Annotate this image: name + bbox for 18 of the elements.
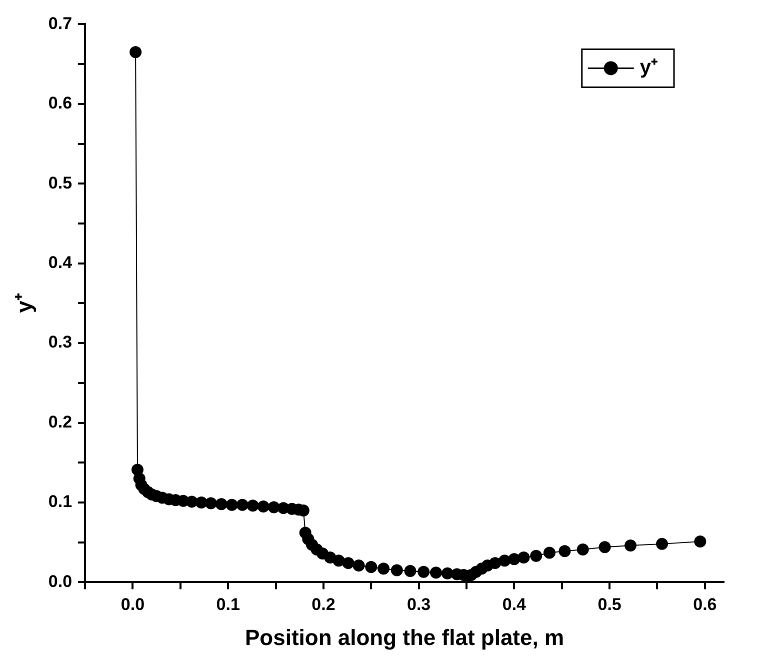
x-tick-label: 0.6	[693, 595, 717, 614]
y-tick-label: 0.2	[48, 412, 72, 432]
x-tick-label: 0.0	[120, 595, 145, 614]
x-tick-label: 0.4	[502, 595, 527, 614]
x-tick-label: 0.1	[216, 595, 240, 614]
legend-label: y⁺	[640, 56, 658, 79]
y-tick-label: 0.5	[48, 173, 72, 192]
y-tick-label: 0.4	[48, 253, 73, 272]
y-tick-label: 0.3	[48, 332, 72, 352]
y-tick-label: 0.6	[48, 94, 72, 113]
y-tick-label: 0.1	[48, 492, 72, 512]
x-tick-label: 0.5	[598, 595, 622, 614]
x-tick-label: 0.2	[312, 595, 336, 614]
y-tick-label: 0.0	[48, 572, 72, 591]
x-axis-title: Position along the flat plate, m	[245, 624, 564, 650]
y-tick-label: 0.7	[48, 14, 72, 33]
y-axis-title: y⁺	[11, 292, 36, 313]
x-tick-label: 0.3	[407, 595, 431, 614]
